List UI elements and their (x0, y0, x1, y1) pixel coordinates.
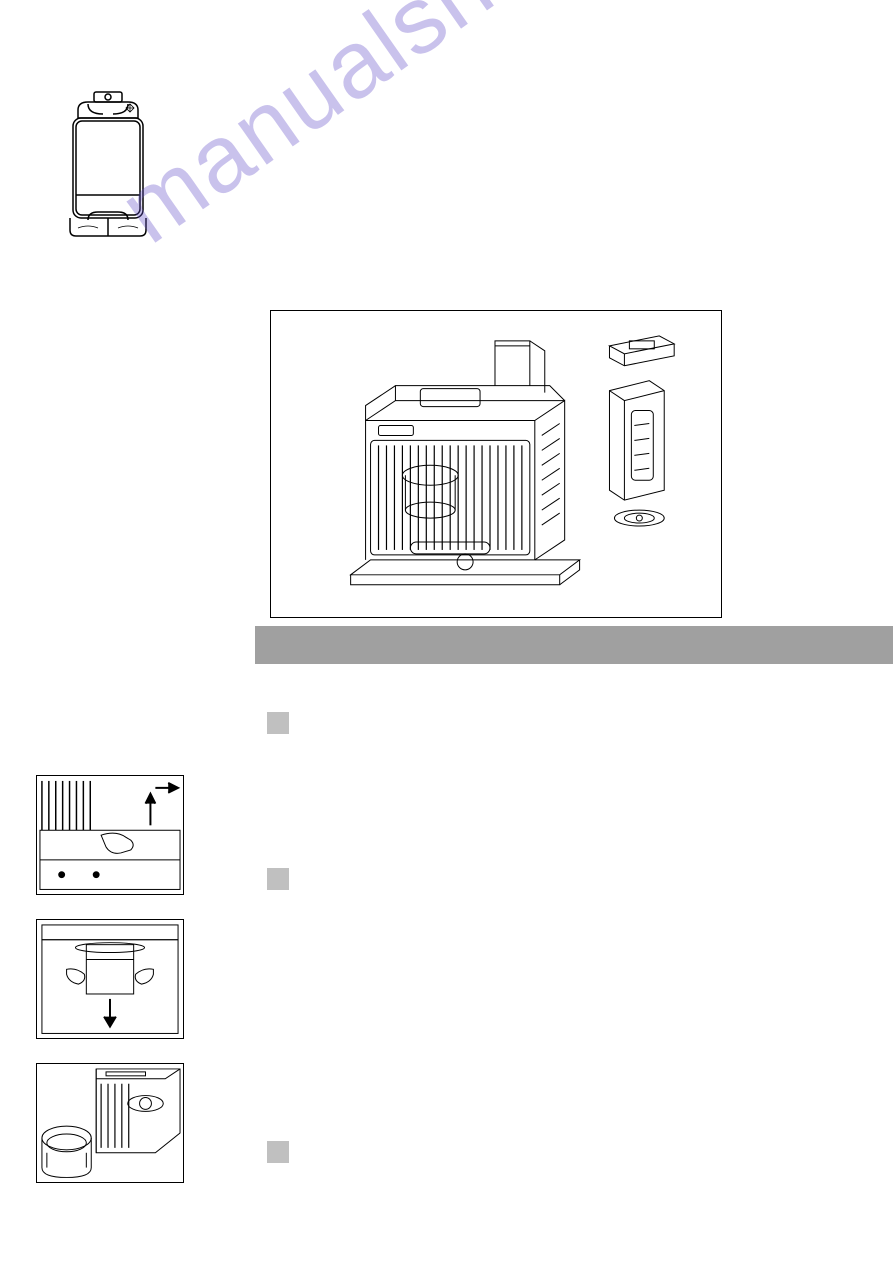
section-bar (255, 626, 893, 664)
fuel-can-figure (58, 90, 158, 240)
figure-e (36, 775, 184, 895)
watermark-text: manualshive.com (100, 0, 793, 265)
figure-g (36, 1063, 184, 1183)
step-marker-2 (267, 868, 289, 890)
heater-diagram-figure (270, 310, 722, 618)
figure-f (36, 919, 184, 1039)
step-marker-3 (267, 1141, 289, 1163)
step-marker-1 (267, 712, 289, 734)
